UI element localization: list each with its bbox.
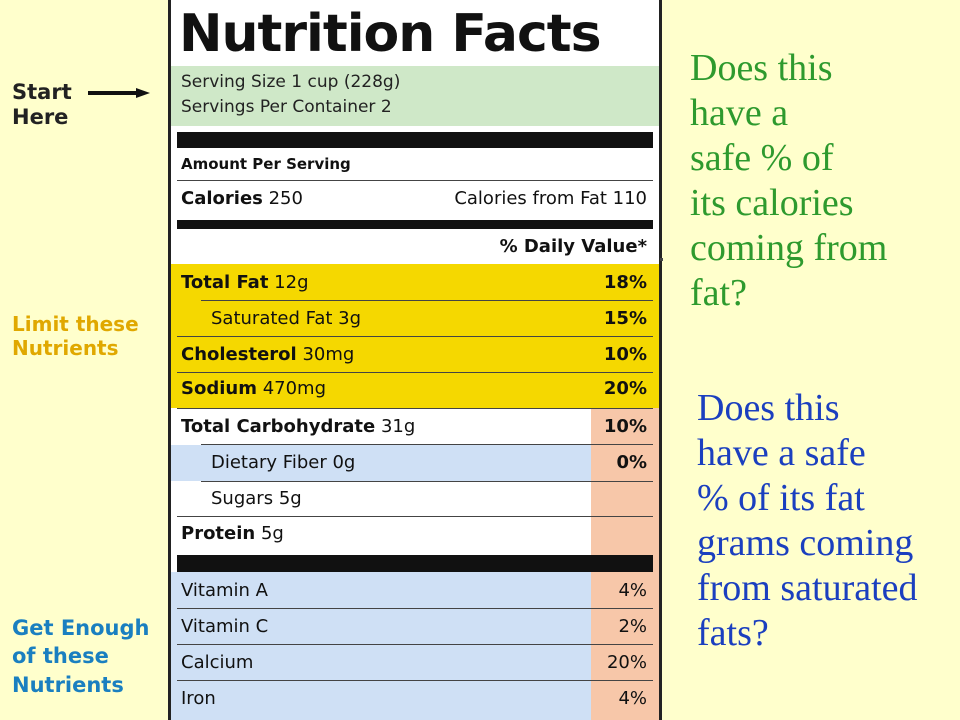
- nutrient-amount: 31g: [380, 416, 416, 437]
- divider: [177, 408, 653, 409]
- thick-divider: [177, 132, 653, 148]
- label-title: Nutrition Facts: [179, 4, 602, 64]
- medium-divider: [177, 220, 653, 229]
- nutrient-name: Sodium: [181, 378, 257, 399]
- enough-line-1: Get Enough: [12, 616, 150, 640]
- nutrient-dv: 0%: [616, 452, 647, 473]
- limit-nutrients-annotation: Limit these Nutrients: [12, 312, 139, 360]
- divider: [177, 336, 653, 337]
- nutrient-dv: 10%: [603, 416, 647, 437]
- vitamin-dv: 4%: [618, 688, 647, 709]
- right-arrow-icon: [88, 88, 150, 98]
- nutrient-dv: 15%: [603, 308, 647, 329]
- vitamin-name: Iron: [181, 688, 216, 709]
- divider: [177, 516, 653, 517]
- question-line: fat?: [690, 272, 747, 314]
- nutrient-amount: 470mg: [262, 378, 327, 399]
- enough-line-2: of these: [12, 644, 109, 669]
- nutrient-amount: 5g: [278, 488, 302, 509]
- nutrient-name: Dietary Fiber: [211, 452, 327, 473]
- nutrient-amount: 0g: [332, 452, 356, 473]
- calories-value: 250: [268, 188, 303, 209]
- divider: [177, 644, 653, 645]
- servings-per-container: Servings Per Container 2: [181, 97, 392, 117]
- nutrient-amount: 3g: [338, 308, 362, 329]
- question-line: have a: [690, 92, 789, 134]
- daily-value-header: % Daily Value*: [499, 236, 647, 257]
- question-calories-from-fat: Does this have a safe % of its calories …: [690, 46, 930, 316]
- question-line: safe % of: [690, 137, 834, 179]
- vitamin-name: Vitamin C: [181, 616, 269, 637]
- vitamin-name: Vitamin A: [181, 580, 268, 601]
- divider: [201, 444, 653, 445]
- question-line: have a safe: [697, 432, 866, 474]
- nutrient-name: Saturated Fat: [211, 308, 333, 329]
- nutrient-amount: 5g: [260, 523, 284, 544]
- nutrient-dv: 18%: [603, 272, 647, 293]
- nutrient-name: Protein: [181, 523, 256, 544]
- enough-line-3: Nutrients: [12, 672, 124, 697]
- nutrient-dv: 10%: [603, 344, 647, 365]
- thick-divider: [177, 555, 653, 572]
- question-saturated-fat: Does this have a safe % of its fat grams…: [697, 386, 957, 656]
- fiber-band: [171, 445, 591, 481]
- start-here-annotation: Start Here: [12, 80, 72, 130]
- vitamin-dv: 2%: [618, 616, 647, 637]
- vitamin-name: Calcium: [181, 652, 254, 673]
- question-line: fats?: [697, 612, 769, 654]
- start-line-1: Start: [12, 80, 72, 104]
- amount-per-serving: Amount Per Serving: [181, 155, 351, 173]
- start-line-2: Here: [12, 105, 69, 130]
- stray-dot: [660, 258, 663, 261]
- divider: [177, 372, 653, 373]
- divider: [177, 180, 653, 181]
- vitamin-dv: 4%: [618, 580, 647, 601]
- question-line: Does this: [697, 387, 840, 429]
- calories-from-fat: Calories from Fat 110: [454, 188, 647, 209]
- vitamins-band: [171, 572, 591, 720]
- question-line: % of its fat: [697, 477, 865, 519]
- limit-line-1: Limit these: [12, 312, 139, 336]
- calories-label: Calories: [181, 188, 263, 209]
- nutrient-name: Total Carbohydrate: [181, 416, 376, 437]
- nutrient-dv: 20%: [603, 378, 647, 399]
- question-line: Does this: [690, 47, 833, 89]
- divider: [177, 608, 653, 609]
- serving-info: Serving Size 1 cup (228g) Servings Per C…: [171, 66, 659, 126]
- nutrient-name: Cholesterol: [181, 344, 297, 365]
- question-line: from saturated: [697, 567, 918, 609]
- question-line: grams coming: [697, 522, 914, 564]
- serving-size: Serving Size 1 cup (228g): [181, 72, 401, 92]
- nutrition-label: Nutrition Facts Serving Size 1 cup (228g…: [168, 0, 662, 720]
- nutrient-name: Sugars: [211, 488, 274, 509]
- divider: [201, 481, 653, 482]
- nutrient-amount: 30mg: [302, 344, 355, 365]
- vitamin-dv: 20%: [606, 652, 647, 673]
- divider: [201, 300, 653, 301]
- question-line: its calories: [690, 182, 854, 224]
- question-line: coming from: [690, 227, 888, 269]
- nutrient-amount: 12g: [274, 272, 309, 293]
- divider: [177, 680, 653, 681]
- limit-line-2: Nutrients: [12, 336, 119, 360]
- get-enough-annotation: Get Enough of these Nutrients: [12, 614, 149, 699]
- nutrient-name: Total Fat: [181, 272, 269, 293]
